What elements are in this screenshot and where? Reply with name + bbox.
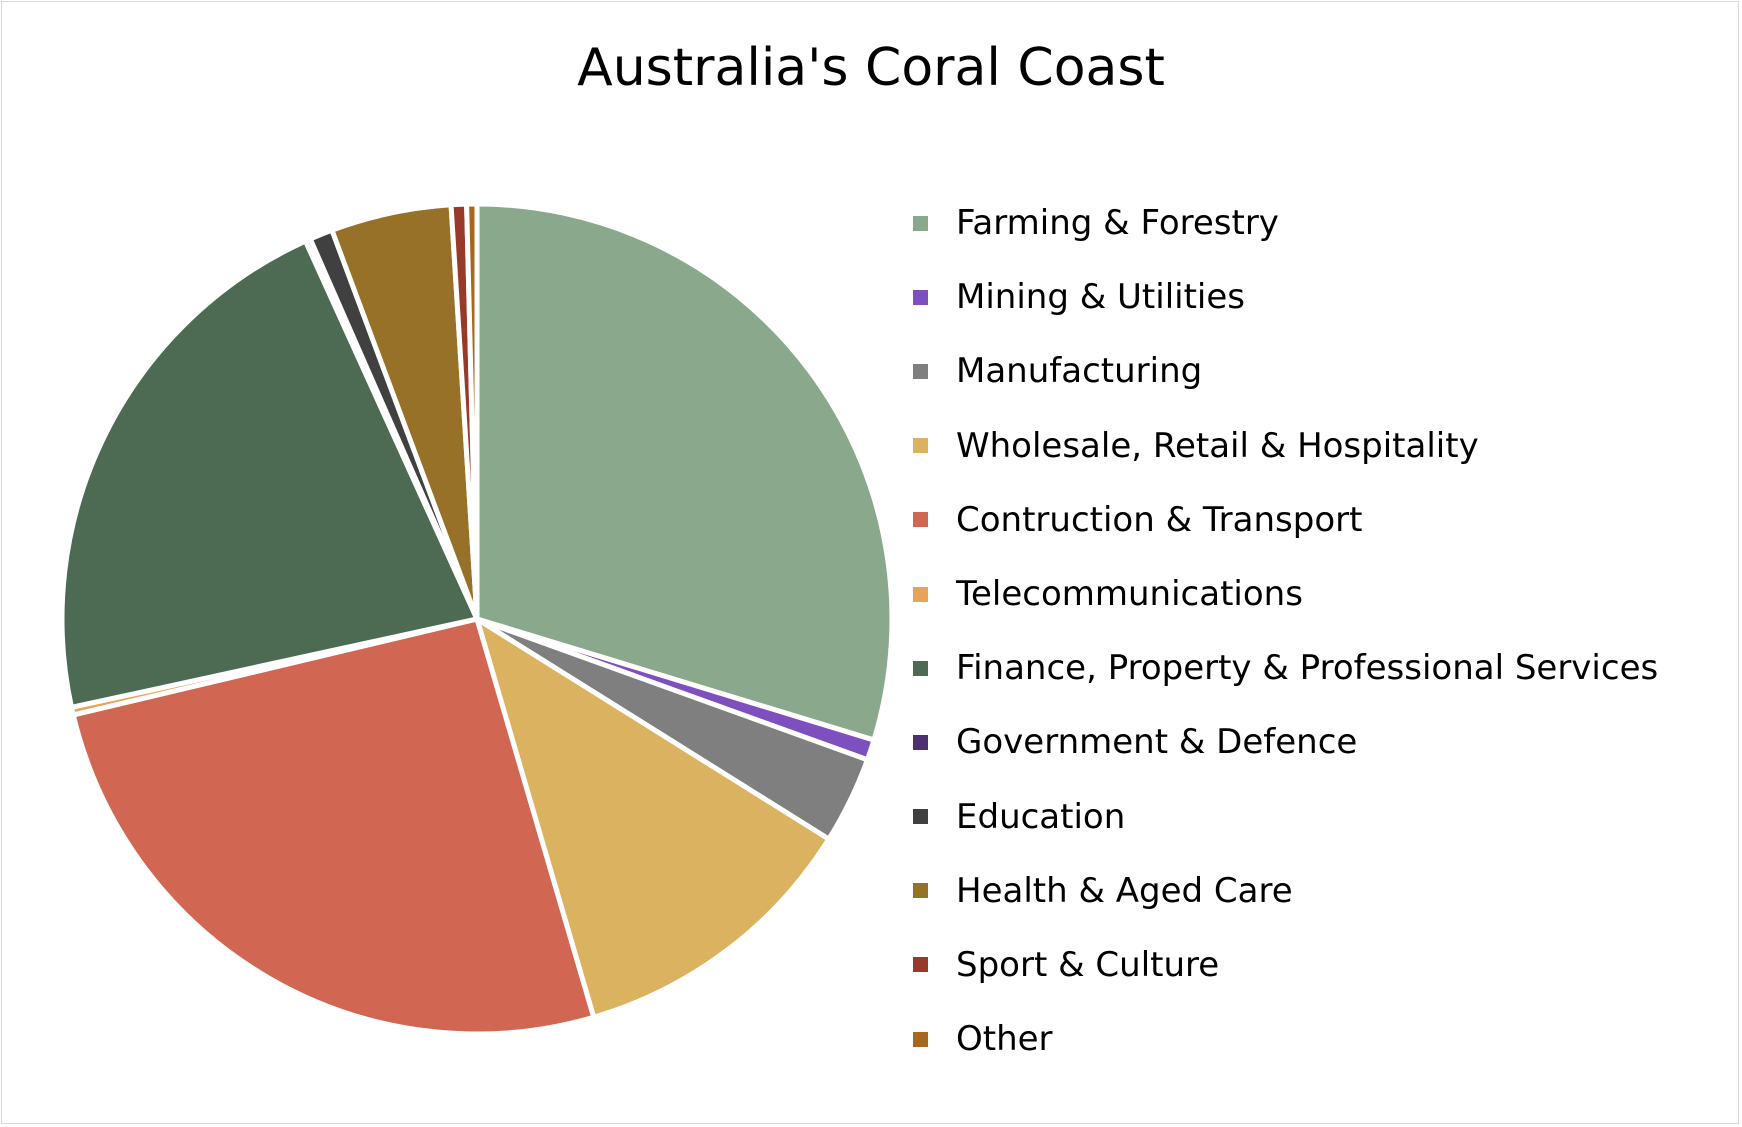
chart-title: Australia's Coral Coast <box>577 38 1165 98</box>
legend: Farming & Forestry Mining & Utilities Manu… <box>913 186 1658 1076</box>
legend-label: Government & Defence <box>956 722 1358 763</box>
legend-swatch <box>913 883 928 899</box>
legend-label: Wholesale, Retail & Hospitality <box>956 425 1479 466</box>
legend-item: Farming & Forestry <box>913 186 1658 260</box>
legend-item: Health & Aged Care <box>913 854 1658 928</box>
legend-item: Sport & Culture <box>913 928 1658 1002</box>
legend-item: Finance, Property & Professional Service… <box>913 631 1658 705</box>
legend-swatch <box>913 957 928 973</box>
legend-label: Other <box>956 1019 1053 1060</box>
legend-swatch <box>913 734 928 750</box>
legend-swatch <box>913 809 928 825</box>
legend-label: Health & Aged Care <box>956 870 1293 911</box>
pie-slice-other <box>464 201 480 622</box>
legend-item: Telecommunications <box>913 557 1658 631</box>
legend-label: Manufacturing <box>956 351 1203 392</box>
legend-label: Education <box>956 796 1126 837</box>
legend-swatch <box>913 1031 928 1047</box>
legend-label: Telecommunications <box>956 574 1303 615</box>
legend-label: Sport & Culture <box>956 944 1220 985</box>
legend-item: Other <box>913 1002 1658 1076</box>
legend-swatch <box>913 363 928 379</box>
legend-label: Farming & Forestry <box>956 203 1279 244</box>
legend-item: Government & Defence <box>913 705 1658 779</box>
legend-label: Mining & Utilities <box>956 277 1245 318</box>
legend-item: Contruction & Transport <box>913 483 1658 557</box>
legend-item: Manufacturing <box>913 334 1658 408</box>
legend-swatch <box>913 438 928 454</box>
pie-slice-finance-property-professional-services <box>59 238 480 710</box>
pie-slice-contruction-transport <box>70 616 597 1037</box>
legend-swatch <box>913 512 928 528</box>
legend-label: Contruction & Transport <box>956 499 1363 540</box>
pie-slice-farming-forestry <box>474 201 895 743</box>
legend-swatch <box>913 289 928 305</box>
legend-item: Education <box>913 780 1658 854</box>
legend-item: Wholesale, Retail & Hospitality <box>913 409 1658 483</box>
legend-item: Mining & Utilities <box>913 260 1658 334</box>
legend-label: Finance, Property & Professional Service… <box>956 648 1659 689</box>
legend-swatch <box>913 660 928 676</box>
legend-swatch <box>913 586 928 602</box>
legend-swatch <box>913 215 928 231</box>
